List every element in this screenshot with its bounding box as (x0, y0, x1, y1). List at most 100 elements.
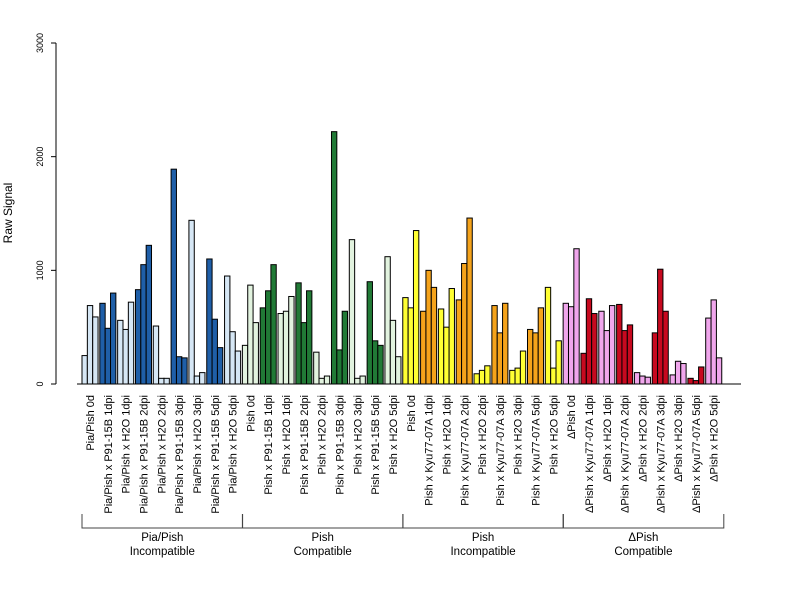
bar (318, 377, 325, 385)
bar (104, 327, 112, 385)
x-tick-label: Pia/Pish x H2O 1dpi (121, 395, 133, 493)
bar (348, 239, 356, 385)
bar (229, 331, 236, 385)
bar (181, 357, 188, 385)
bar (86, 305, 94, 385)
x-tick-label: ΔPish x H2O 3dpi (673, 395, 685, 482)
bar (514, 367, 521, 385)
bar (354, 377, 361, 385)
bar (598, 310, 605, 385)
x-tick-label: Pish x P91-15B 2dpi (299, 395, 311, 495)
bar (674, 360, 682, 385)
x-tick-label: ΔPish x H2O 1dpi (602, 395, 614, 482)
bar (425, 269, 432, 385)
bar (395, 356, 402, 385)
bar (478, 369, 486, 385)
bar (562, 302, 569, 385)
group-label-line2: Compatible (294, 546, 352, 558)
bar (544, 286, 552, 385)
bar (591, 313, 598, 385)
bar (705, 317, 712, 385)
bar (633, 372, 641, 385)
group-label-line1: Pia/Pish (141, 532, 183, 544)
bar (527, 328, 534, 385)
bar (277, 313, 284, 385)
bar (81, 355, 88, 385)
bar (341, 310, 349, 385)
x-tick-label: Pish x H2O 1dpi (441, 395, 453, 474)
bar (359, 375, 366, 385)
bar (573, 248, 580, 385)
group-bracket (81, 514, 244, 529)
bar (282, 310, 290, 385)
x-tick-label: Pish x Kyu77-07A 5dpi (531, 395, 543, 506)
group-bracket (562, 514, 725, 529)
x-tick-label: Pish x Kyu77-07A 3dpi (495, 395, 507, 506)
x-tick-label: ΔPish 0d (566, 395, 578, 439)
bar (371, 340, 379, 385)
bar (313, 351, 320, 385)
bar (580, 352, 587, 385)
bar (140, 264, 147, 385)
bar (537, 307, 545, 385)
group-bracket (241, 514, 404, 529)
bar (455, 299, 463, 385)
bar (306, 290, 313, 385)
bar (430, 286, 438, 385)
bars (81, 131, 723, 385)
x-tick-label: Pia/Pish x H2O 2dpi (156, 395, 168, 493)
bar (407, 307, 414, 385)
x-tick-label: Pish x H2O 2dpi (317, 395, 329, 474)
bar (211, 318, 218, 385)
bar (608, 305, 616, 385)
bar (188, 219, 195, 385)
bar (252, 322, 259, 385)
y-tick-label: 2000 (35, 147, 45, 167)
x-tick-label: Pish x H2O 3dpi (352, 395, 364, 474)
bar (550, 367, 557, 385)
bar (206, 258, 213, 385)
bar (639, 375, 646, 385)
bar (466, 217, 473, 385)
x-tick-label: Pish x H2O 1dpi (281, 395, 293, 474)
bar (651, 332, 659, 385)
bar (145, 244, 153, 385)
bar (555, 340, 562, 385)
x-tick-label: Pish x H2O 5dpi (548, 395, 560, 474)
bar (163, 377, 170, 385)
bar (241, 344, 249, 385)
bar (384, 256, 391, 385)
bar (509, 369, 516, 385)
bar (158, 377, 165, 385)
x-tick-label: Pish x P91-15B 1dpi (263, 395, 275, 495)
bar (295, 282, 302, 385)
bar (603, 330, 610, 385)
x-tick-label: ΔPish x Kyu77-07A 5dpi (691, 395, 703, 513)
bar (616, 303, 623, 385)
x-tick-label: ΔPish x Kyu77-07A 1dpi (584, 395, 596, 513)
bar (687, 377, 694, 385)
group-brackets: Pia/Pish Incompatible Pish Compatible Pish In… (81, 514, 725, 558)
group-label-line2: Incompatible (450, 546, 515, 558)
y-axis-label: Raw Signal (1, 183, 15, 244)
x-tick-label: Pish x H2O 3dpi (513, 395, 525, 474)
group-label-line2: Compatible (614, 546, 672, 558)
bar (621, 330, 628, 385)
bar (715, 357, 723, 385)
bar (496, 332, 504, 385)
bar (270, 264, 277, 385)
group-label-line1: Pish (312, 532, 334, 544)
x-tick-label: Pish x H2O 2dpi (477, 395, 489, 474)
bar (330, 131, 338, 385)
x-tick-label: ΔPish x Kyu77-07A 2dpi (620, 395, 632, 513)
bar (323, 375, 331, 385)
bar (443, 326, 450, 385)
bar (473, 373, 480, 385)
bar (519, 350, 527, 385)
y-tick-label: 3000 (35, 33, 45, 53)
x-tick-label: ΔPish x H2O 2dpi (637, 395, 649, 482)
bar (224, 275, 231, 385)
x-tick-label: Pish 0d (245, 395, 257, 432)
bar (247, 284, 254, 385)
bar (170, 168, 177, 385)
